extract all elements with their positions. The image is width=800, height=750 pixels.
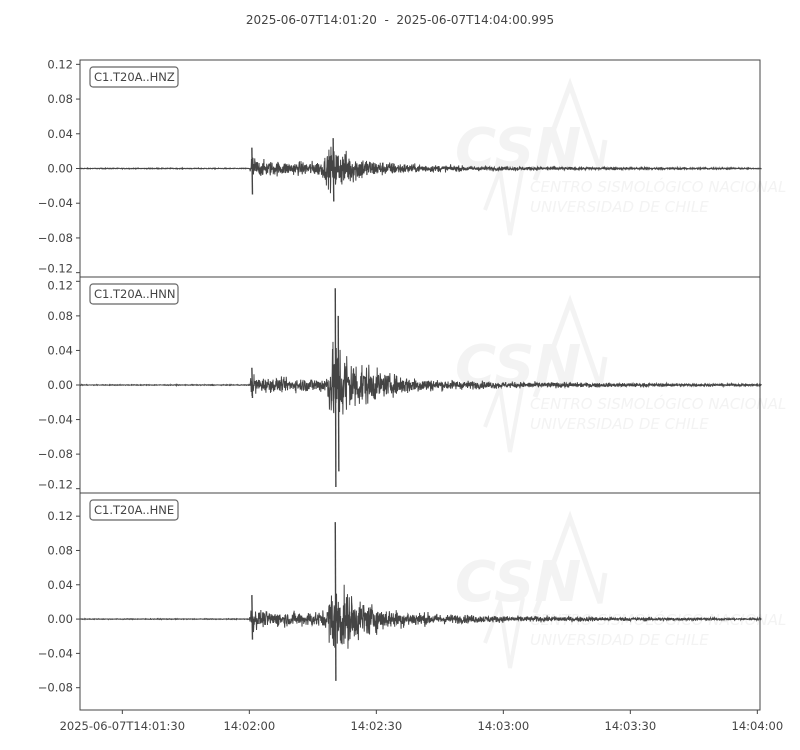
channel-label: C1.T20A..HNZ [89, 66, 179, 88]
watermark-line2: UNIVERSIDAD DE CHILE [530, 198, 709, 216]
channel-label: C1.T20A..HNN [89, 283, 179, 305]
watermark-wave-icon [532, 77, 608, 181]
y-tick-label: −0.12 [38, 262, 73, 276]
waveform-peak [251, 147, 254, 195]
x-tick-label: 14:04:00 [732, 719, 784, 733]
y-tick-label: 0.08 [47, 543, 73, 557]
x-tick-label: 14:02:30 [351, 719, 403, 733]
y-tick-label: −0.08 [38, 231, 73, 245]
waveform-peak [332, 138, 335, 202]
y-tick-label: 0.00 [47, 162, 73, 176]
channel-label-text: C1.T20A..HNZ [94, 70, 175, 84]
waveform-peak [334, 288, 337, 487]
x-tick-label: 2025-06-07T14:01:30 [60, 719, 186, 733]
y-tick-label: −0.08 [38, 447, 73, 461]
y-tick-label: 0.08 [47, 92, 73, 106]
waveform-trace [79, 584, 762, 649]
x-tick-label: 14:03:00 [478, 719, 530, 733]
watermark-line1: CENTRO SISMOLÓGICO NACIONAL [530, 394, 786, 413]
watermark-wave-icon [483, 162, 525, 236]
watermark-line2: UNIVERSIDAD DE CHILE [530, 631, 709, 649]
axes-frame [79, 492, 761, 711]
figure-title: 2025-06-07T14:01:20 - 2025-06-07T14:04:0… [245, 13, 555, 27]
watermark-wave-icon [483, 379, 525, 453]
y-tick-label: 0.00 [47, 612, 73, 626]
watermark-wave-icon [483, 595, 525, 669]
channel-label-box [89, 66, 179, 88]
y-tick-label: 0.04 [47, 343, 73, 357]
waveform-peak [251, 367, 254, 398]
y-tick-label: −0.08 [38, 681, 73, 695]
waveform-peak [251, 595, 254, 640]
y-tick-label: −0.04 [38, 413, 73, 427]
channel-label-box [89, 499, 179, 521]
waveform-trace [79, 341, 762, 415]
y-tick-label: 0.12 [47, 509, 73, 523]
watermark-wave-icon [532, 294, 608, 398]
watermark-logo-text: CSN [455, 334, 581, 399]
watermark-logo-text: CSN [455, 550, 581, 615]
y-tick-label: 0.00 [47, 378, 73, 392]
channel-label-text: C1.T20A..HNN [94, 287, 176, 301]
y-tick-label: 0.04 [47, 127, 73, 141]
y-tick-label: −0.04 [38, 646, 73, 660]
waveform-trace [79, 146, 762, 194]
channel-label: C1.T20A..HNE [89, 499, 179, 521]
channel-label-text: C1.T20A..HNE [94, 503, 174, 517]
y-tick-label: 0.04 [47, 578, 73, 592]
watermark-logo-text: CSN [455, 117, 581, 182]
waveform-peak [334, 522, 337, 681]
y-tick-label: −0.12 [38, 478, 73, 492]
y-tick-label: 0.12 [47, 57, 73, 71]
y-tick-label: −0.04 [38, 196, 73, 210]
x-tick-label: 14:02:00 [224, 719, 276, 733]
y-tick-label: 0.08 [47, 309, 73, 323]
channel-label-box [89, 283, 179, 305]
watermark-line1: CENTRO SISMOLÓGICO NACIONAL [530, 177, 786, 196]
y-tick-label: 0.12 [47, 278, 73, 292]
watermark-line2: UNIVERSIDAD DE CHILE [530, 415, 709, 433]
watermark-wave-icon [532, 510, 608, 614]
x-tick-label: 14:03:30 [605, 719, 657, 733]
waveform-peak [337, 315, 340, 472]
